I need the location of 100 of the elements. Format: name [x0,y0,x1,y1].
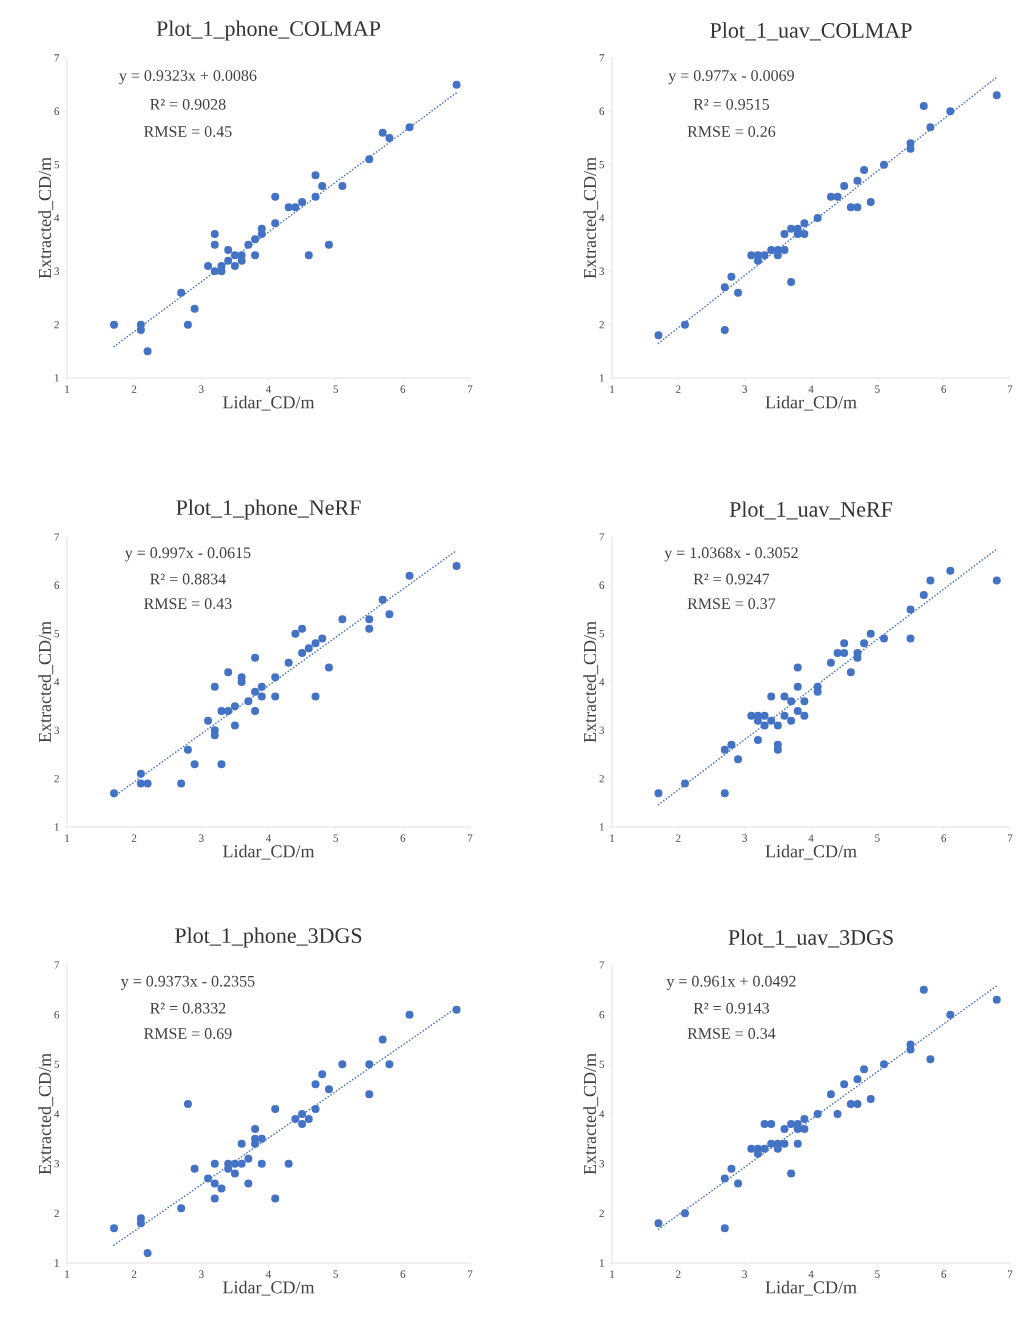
point [879,1060,888,1069]
point [271,219,280,228]
point [720,325,729,334]
y-tick-label: 2 [599,775,604,783]
point [720,1174,729,1183]
point [879,634,888,643]
point [204,716,213,725]
point [385,1060,394,1069]
x-tick-label: 2 [676,385,681,393]
y-tick-label: 2 [599,321,604,329]
annotation: y = 0.997x - 0.0615 [124,547,251,562]
annotation: y = 0.9323x + 0.0086 [119,70,257,85]
point [298,1110,307,1118]
x-tick-label: 2 [131,1270,137,1278]
point [787,277,796,286]
point [860,165,869,174]
point [304,644,313,653]
point [284,1159,293,1168]
x-tick-label: 3 [742,834,748,842]
point [800,697,809,706]
point [298,648,307,657]
point [378,128,387,137]
point [378,595,387,604]
point [992,91,1001,100]
point [919,985,928,994]
point [866,629,875,638]
point [773,721,782,730]
x-tick-label: 4 [265,1270,272,1278]
x-tick-label: 5 [875,1270,880,1278]
point [365,624,374,633]
point [230,251,239,260]
y-axis-title: Extracted_CD/m [38,621,54,743]
point [720,283,729,292]
point [767,245,776,254]
point [110,789,119,798]
point [747,1144,756,1153]
point [244,240,253,249]
y-tick-label: 4 [599,214,605,222]
point [224,245,233,254]
point [946,1010,955,1019]
y-tick-label: 6 [599,1010,605,1019]
y-axis-title: Extracted_CD/m [583,1053,599,1175]
point [840,639,849,648]
y-tick-label: 6 [54,1010,60,1019]
point [833,1110,842,1118]
point [378,1035,387,1044]
x-tick-label: 1 [65,385,70,393]
point [826,192,835,201]
point [385,133,394,142]
point [136,1219,145,1228]
point [237,1159,246,1168]
y-tick-label: 6 [599,107,605,115]
point [224,668,233,677]
point [338,615,347,624]
point [734,1179,743,1188]
x-tick-label: 1 [610,834,615,842]
point [879,160,888,169]
annotation: R² = 0.9028 [150,98,226,110]
point [136,769,145,778]
point [385,610,394,619]
point [787,1119,796,1128]
point [365,155,374,164]
point [727,1164,736,1173]
point [946,107,955,116]
point [405,1010,414,1019]
y-tick-label: 7 [599,54,605,62]
x-tick-label: 5 [333,385,338,393]
point [720,745,729,754]
point [853,1100,862,1109]
point [177,288,186,297]
point [324,663,333,672]
point [780,711,789,720]
x-tick-label: 5 [333,1270,338,1278]
point [324,240,333,249]
x-axis-title: Lidar_CD/m [765,844,857,860]
point [787,1169,796,1178]
y-tick-label: 3 [599,726,605,735]
point [860,1065,869,1074]
x-axis-title: Lidar_CD/m [223,395,315,411]
point [840,1080,849,1089]
point [210,240,219,249]
y-tick-label: 1 [599,374,604,382]
y-tick-label: 3 [599,267,605,276]
y-axis-title: Extracted_CD/m [583,157,599,279]
x-tick-label: 5 [875,385,880,393]
point [680,779,689,788]
y-tick-label: 5 [54,630,60,638]
point [992,576,1001,585]
y-tick-label: 5 [54,160,60,169]
y-tick-label: 5 [599,630,605,638]
point [452,1005,461,1014]
y-tick-label: 7 [54,961,60,969]
y-tick-label: 5 [599,1060,605,1068]
point [767,1119,776,1128]
x-tick-label: 4 [808,834,814,842]
point [257,682,266,691]
point [217,706,226,715]
x-tick-label: 7 [1007,1270,1013,1278]
point [860,639,869,648]
point [183,745,192,754]
